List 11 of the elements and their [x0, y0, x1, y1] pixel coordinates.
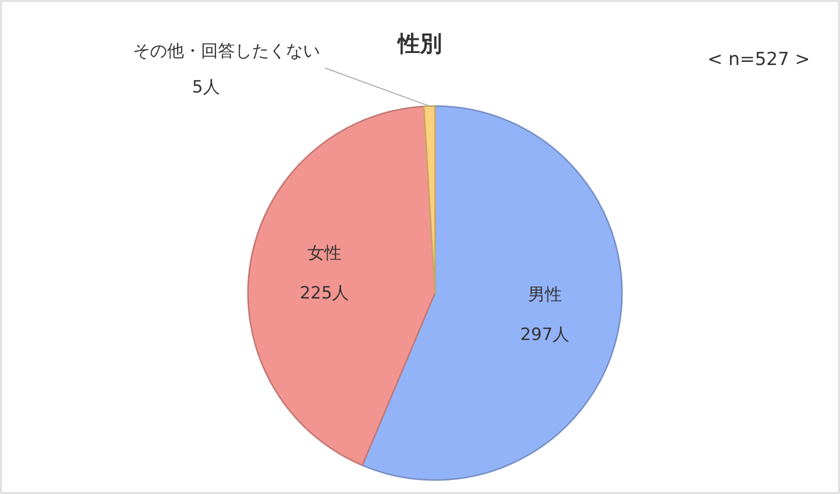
data-label: 297人: [520, 324, 570, 345]
slice-label: 女性: [307, 244, 342, 264]
pie-slice: [247, 106, 436, 466]
data-label: 225人: [300, 284, 350, 304]
text: < n=527 >: [708, 48, 810, 70]
slice-label: その他・回答したくない: [133, 42, 320, 62]
chart-title: 性別: [396, 32, 442, 58]
slice-label: 男性: [528, 284, 562, 305]
pie-slice: [423, 105, 436, 294]
pie-slice: [362, 105, 622, 481]
data-label: 5人: [192, 78, 220, 98]
